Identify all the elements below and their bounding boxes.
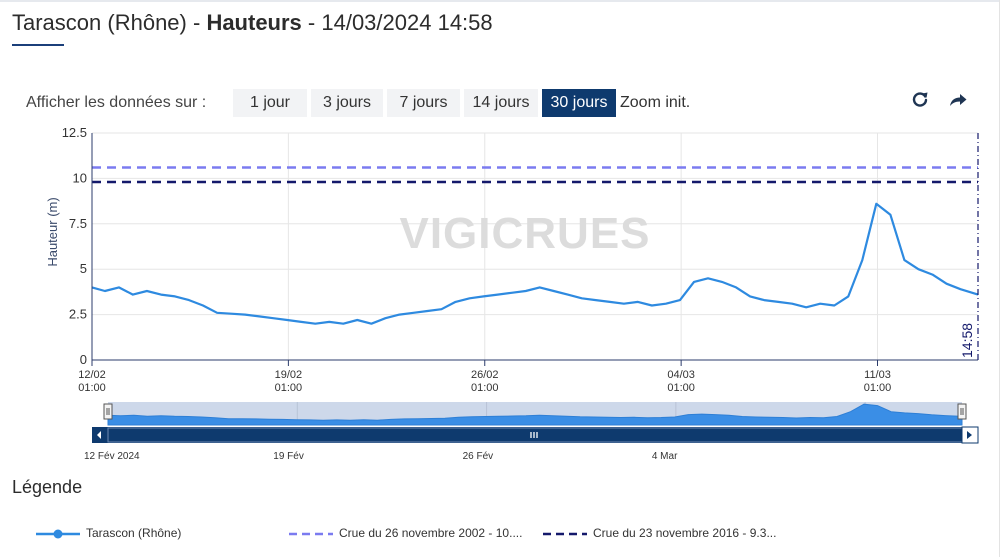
x-axis: 12/0201:0019/0201:0026/0201:0004/0301:00… <box>78 359 978 394</box>
title-measure: Hauteurs <box>206 10 302 35</box>
navigator-date-label: 19 Fév <box>273 451 304 460</box>
top-border <box>0 0 1000 2</box>
y-tick-label: 12.5 <box>62 125 87 140</box>
navigator-date-label: 4 Mar <box>652 451 678 460</box>
y-tick-label: 2.5 <box>69 307 87 322</box>
title-underline <box>12 44 64 46</box>
current-time-label: 14:58 <box>959 323 975 358</box>
series-line-0 <box>91 202 979 325</box>
series-layer <box>91 202 979 325</box>
scroll-left-arrow-icon[interactable] <box>97 431 101 439</box>
page-title: Tarascon (Rhône) - Hauteurs - 14/03/2024… <box>12 10 493 36</box>
legend-label: Tarascon (Rhône) <box>86 526 182 540</box>
title-datetime: 14/03/2024 14:58 <box>321 10 493 35</box>
handle-body <box>957 403 967 420</box>
navigator-left-handle[interactable] <box>103 403 113 420</box>
range-button-14-days[interactable]: 14 jours <box>464 89 538 117</box>
range-button-3-days[interactable]: 3 jours <box>311 89 383 117</box>
share-arrow-icon[interactable] <box>948 90 968 110</box>
navigator-right-handle[interactable] <box>957 403 967 420</box>
y-tick-label: 5 <box>80 261 87 276</box>
y-tick-label: 0 <box>80 352 87 367</box>
navigator-date-label: 26 Fév <box>463 451 494 460</box>
legend-line-marker-icon <box>36 529 80 539</box>
x-tick-time: 01:00 <box>275 382 303 394</box>
y-axis: 0 2.5 5 7.5 10 12.5 <box>62 125 93 367</box>
range-button-1-day[interactable]: 1 jour <box>233 89 307 117</box>
range-button-30-days[interactable]: 30 jours <box>542 89 616 117</box>
legend-label: Crue du 26 novembre 2002 - 10.... <box>339 526 523 540</box>
x-tick-date: 11/03 <box>864 369 891 381</box>
refresh-icon[interactable] <box>910 90 930 110</box>
navigator[interactable]: 12 Fév 2024 19 Fév 26 Fév 4 Mar <box>84 402 979 460</box>
x-tick-time: 01:00 <box>864 382 892 394</box>
chart-grid <box>92 132 978 360</box>
legend-label: Crue du 23 novembre 2016 - 9.3... <box>593 526 777 540</box>
navigator-date-label: 12 Fév 2024 <box>84 451 140 460</box>
handle-body <box>103 403 113 420</box>
title-separator-2: - <box>301 10 322 35</box>
range-selector-label: Afficher les données sur : <box>26 94 207 111</box>
navigator-series-area <box>107 403 963 426</box>
title-separator: - <box>186 10 207 35</box>
vigicrues-watermark: VIGICRUES <box>399 209 650 258</box>
legend-dashed-line-icon <box>543 532 587 536</box>
legend-dashed-line-icon <box>289 532 333 536</box>
x-tick-date: 04/03 <box>667 369 695 381</box>
y-tick-label: 10 <box>73 170 87 185</box>
range-button-7-days[interactable]: 7 jours <box>387 89 460 117</box>
legend-title: Légende <box>12 477 83 497</box>
y-tick-label: 7.5 <box>69 216 87 231</box>
scroll-right-arrow-icon[interactable] <box>967 431 972 439</box>
x-tick-date: 26/02 <box>471 369 499 381</box>
x-tick-time: 01:00 <box>667 382 695 394</box>
x-tick-time: 01:00 <box>471 382 499 394</box>
reference-lines <box>92 166 978 184</box>
current-time-marker: 14:58 <box>959 133 979 360</box>
zoom-reset-button[interactable]: Zoom init. <box>620 94 691 111</box>
y-axis-title: Hauteur (m) <box>45 197 60 266</box>
title-station: Tarascon (Rhône) <box>12 10 187 35</box>
scrollbar-thumb <box>107 427 963 443</box>
x-tick-time: 01:00 <box>78 382 106 394</box>
x-tick-date: 19/02 <box>275 369 303 381</box>
x-tick-date: 12/02 <box>78 369 106 381</box>
